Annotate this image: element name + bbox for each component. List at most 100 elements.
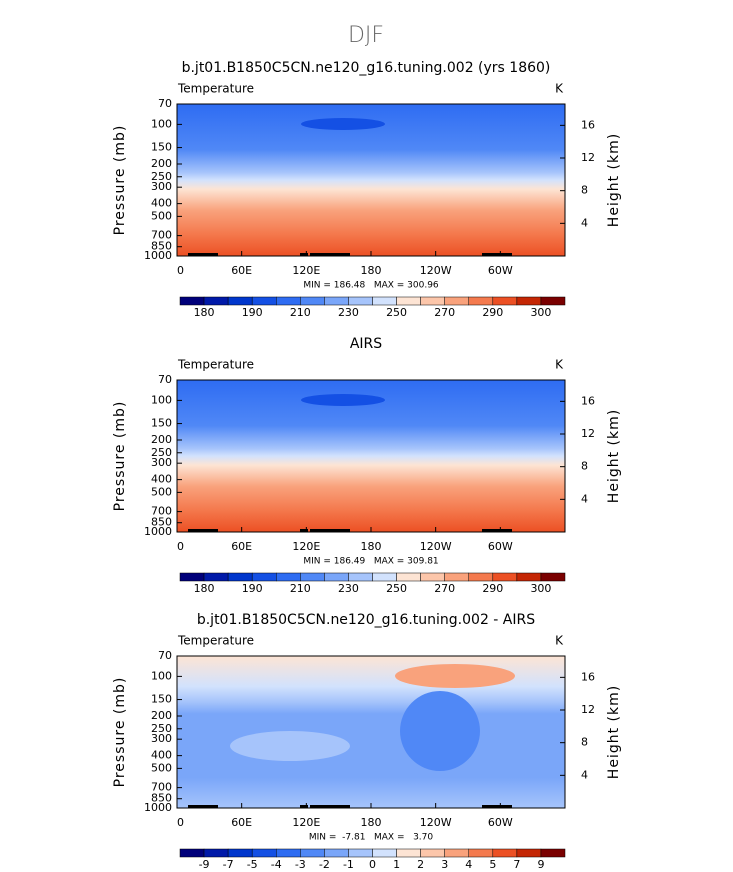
topography	[482, 529, 512, 532]
y-tick-label: 300	[151, 180, 172, 193]
colorbar-box	[348, 572, 373, 582]
colorbar-label: 230	[338, 582, 359, 595]
colorbar-label: -4	[271, 858, 282, 871]
topography	[188, 805, 218, 808]
stats: MIN = 186.49 MAX = 309.81	[303, 557, 438, 567]
colorbar-label: -9	[199, 858, 210, 871]
x-tick-label: 180	[361, 540, 382, 553]
colorbar-label: 270	[434, 582, 455, 595]
units-label: K	[555, 634, 564, 648]
y2-tick-label: 4	[581, 216, 588, 229]
colorbar-label: 300	[530, 582, 551, 595]
x-tick-label: 120W	[420, 264, 452, 277]
colorbar-label: 1	[393, 858, 400, 871]
y-tick-label: 850	[151, 792, 172, 805]
y-tick-label: 300	[151, 456, 172, 469]
field-label: Temperature	[177, 358, 254, 372]
colorbar-label: 2	[417, 858, 424, 871]
y-tick-label: 70	[158, 373, 172, 386]
colorbar-box	[251, 296, 277, 306]
y2-tick-label: 4	[581, 768, 588, 781]
y-tick-label: 500	[151, 485, 172, 498]
y-tick-label: 70	[158, 649, 172, 662]
y-tick-label: 700	[151, 781, 172, 794]
topography	[310, 253, 350, 256]
colorbar-label: 250	[386, 582, 407, 595]
y-tick-label: 150	[151, 417, 172, 430]
colorbar-box	[420, 572, 445, 582]
colorbar-box	[203, 296, 229, 306]
field-patch	[230, 731, 350, 761]
colorbar-box	[540, 848, 566, 858]
colorbar-label: 9	[537, 858, 544, 871]
y-tick-label: 250	[151, 446, 172, 459]
y-tick-label: 200	[151, 709, 172, 722]
x-tick-label: 0	[177, 540, 184, 553]
colorbar-box	[468, 572, 494, 582]
y-tick-label: 400	[151, 473, 172, 486]
x-tick-label: 120E	[292, 264, 320, 277]
colorbar-box	[179, 572, 205, 582]
colorbar-box	[227, 848, 253, 858]
topography	[310, 805, 350, 808]
colorbar-box	[227, 572, 253, 582]
y2-tick-label: 16	[581, 394, 595, 407]
colorbar-label: 290	[482, 582, 503, 595]
x-tick-label: 0	[177, 264, 184, 277]
colorbar-label: 0	[369, 858, 376, 871]
colorbar-label: 190	[242, 582, 263, 595]
x-tick-label: 60W	[488, 540, 513, 553]
y-tick-label: 400	[151, 197, 172, 210]
x-tick-label: 120E	[292, 540, 320, 553]
y-tick-label: 850	[151, 240, 172, 253]
y2-tick-label: 12	[581, 427, 595, 440]
y2-axis-label: Height (km)	[606, 133, 622, 227]
y-tick-label: 250	[151, 722, 172, 735]
colorbar-box	[300, 848, 325, 858]
colorbar-box	[300, 296, 325, 306]
x-tick-label: 120W	[420, 540, 452, 553]
colorbar-label: -7	[223, 858, 234, 871]
y-tick-label: 100	[151, 669, 172, 682]
colorbar-label: 270	[434, 306, 455, 319]
y-axis-label: Pressure (mb)	[112, 401, 128, 512]
colorbar-box	[372, 572, 397, 582]
colorbar-box	[492, 296, 518, 306]
y-axis-label: Pressure (mb)	[112, 677, 128, 788]
field-patch	[301, 394, 385, 406]
colorbar-box	[251, 572, 277, 582]
colorbar-label: 7	[513, 858, 520, 871]
y2-tick-label: 12	[581, 703, 595, 716]
colorbar-box	[324, 296, 349, 306]
y-tick-label: 200	[151, 433, 172, 446]
topography	[300, 253, 308, 256]
field	[177, 380, 565, 532]
colorbar-box	[203, 572, 229, 582]
topography	[300, 529, 308, 532]
y2-tick-label: 8	[581, 184, 588, 197]
colorbar-box	[179, 296, 205, 306]
colorbar-label: -3	[295, 858, 306, 871]
x-tick-label: 60E	[231, 540, 252, 553]
topography	[482, 253, 512, 256]
colorbar-box	[420, 296, 445, 306]
x-tick-label: 180	[361, 816, 382, 829]
colorbar-box	[372, 296, 397, 306]
y2-tick-label: 8	[581, 736, 588, 749]
colorbar-box	[348, 848, 373, 858]
colorbar-label: 210	[290, 582, 311, 595]
y-tick-label: 100	[151, 117, 172, 130]
colorbar-box	[276, 296, 301, 306]
y-tick-label: 150	[151, 141, 172, 154]
x-tick-label: 120W	[420, 816, 452, 829]
colorbar-label: -5	[247, 858, 258, 871]
y-tick-label: 70	[158, 97, 172, 110]
field-patch	[400, 691, 480, 771]
x-tick-label: 60E	[231, 264, 252, 277]
colorbar-label: -2	[319, 858, 330, 871]
units-label: K	[555, 358, 564, 372]
colorbar-label: 190	[242, 306, 263, 319]
colorbar-label: 5	[489, 858, 496, 871]
y-tick-label: 500	[151, 761, 172, 774]
